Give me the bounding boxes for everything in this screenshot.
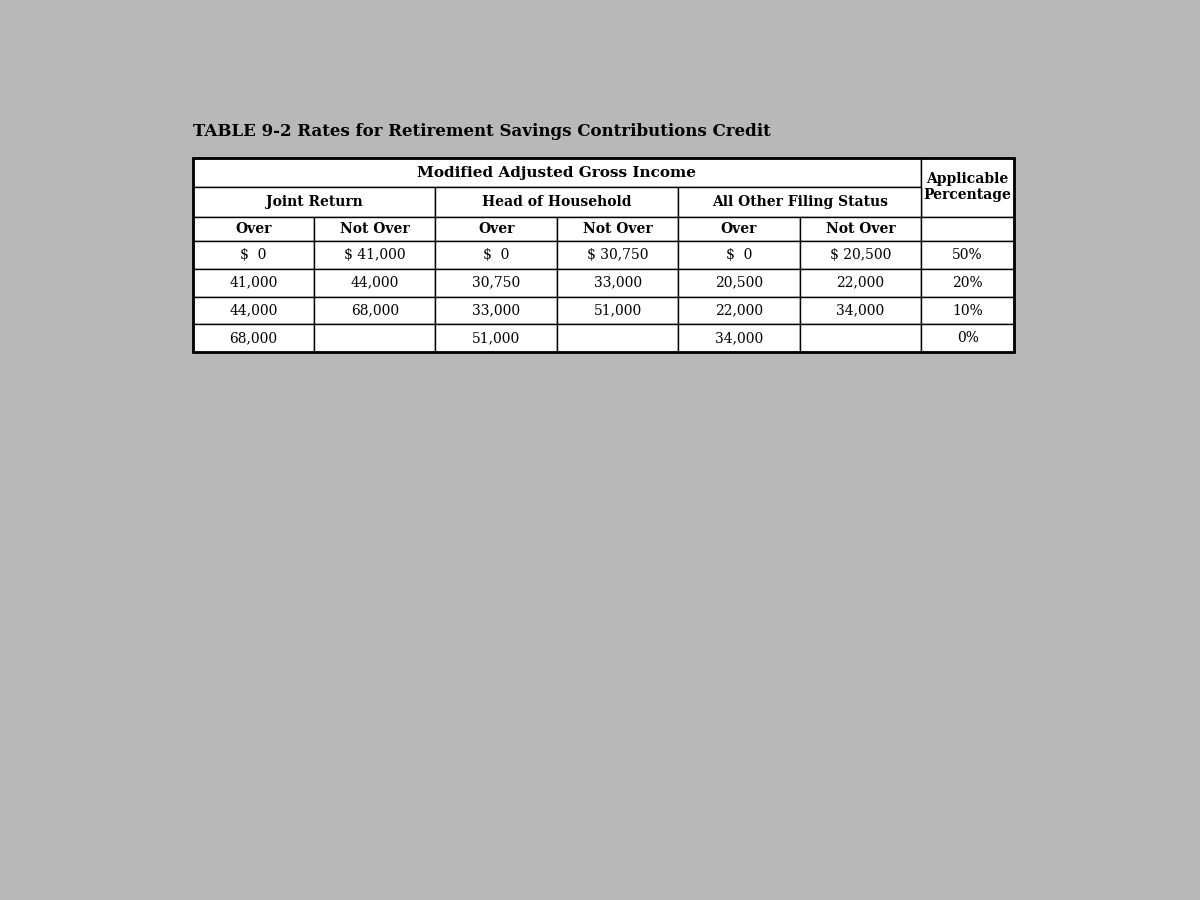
Bar: [799, 269, 922, 297]
Text: 34,000: 34,000: [715, 331, 763, 346]
Bar: [799, 241, 922, 269]
Text: 41,000: 41,000: [229, 275, 277, 290]
Text: 51,000: 51,000: [594, 303, 642, 318]
Bar: [314, 297, 436, 324]
Bar: [678, 187, 922, 217]
Bar: [436, 324, 557, 352]
Bar: [922, 241, 1014, 269]
Text: 51,000: 51,000: [472, 331, 521, 346]
Text: 68,000: 68,000: [350, 303, 398, 318]
Bar: [193, 297, 314, 324]
Bar: [314, 269, 436, 297]
Bar: [193, 269, 314, 297]
Bar: [678, 241, 799, 269]
Text: 20%: 20%: [953, 275, 983, 290]
Bar: [557, 297, 678, 324]
Text: 50%: 50%: [953, 248, 983, 262]
Text: Over: Over: [235, 222, 271, 236]
Bar: [193, 158, 1014, 352]
Text: 30,750: 30,750: [472, 275, 521, 290]
Text: $ 20,500: $ 20,500: [829, 248, 892, 262]
Text: 44,000: 44,000: [229, 303, 277, 318]
Bar: [799, 297, 922, 324]
Text: 0%: 0%: [956, 331, 978, 346]
Text: 34,000: 34,000: [836, 303, 884, 318]
Bar: [922, 269, 1014, 297]
Bar: [678, 324, 799, 352]
Text: Not Over: Not Over: [826, 222, 895, 236]
Bar: [678, 297, 799, 324]
Text: $  0: $ 0: [240, 248, 266, 262]
Bar: [557, 217, 678, 241]
Text: Over: Over: [721, 222, 757, 236]
Bar: [436, 297, 557, 324]
Bar: [678, 217, 799, 241]
Text: Head of Household: Head of Household: [482, 195, 631, 209]
Text: 33,000: 33,000: [472, 303, 521, 318]
Bar: [314, 217, 436, 241]
Text: Joint Return: Joint Return: [265, 195, 362, 209]
Text: Over: Over: [478, 222, 515, 236]
Bar: [436, 187, 678, 217]
Bar: [193, 324, 314, 352]
Bar: [557, 269, 678, 297]
Text: 22,000: 22,000: [715, 303, 763, 318]
Text: $  0: $ 0: [482, 248, 509, 262]
Bar: [314, 324, 436, 352]
Bar: [193, 187, 436, 217]
Bar: [436, 269, 557, 297]
Text: Modified Adjusted Gross Income: Modified Adjusted Gross Income: [418, 166, 696, 180]
Bar: [193, 217, 314, 241]
Text: 68,000: 68,000: [229, 331, 277, 346]
Bar: [436, 241, 557, 269]
Text: TABLE 9-2 Rates for Retirement Savings Contributions Credit: TABLE 9-2 Rates for Retirement Savings C…: [193, 122, 770, 140]
Text: 10%: 10%: [953, 303, 983, 318]
Bar: [314, 241, 436, 269]
Bar: [799, 217, 922, 241]
Text: 20,500: 20,500: [715, 275, 763, 290]
Bar: [193, 241, 314, 269]
Text: 22,000: 22,000: [836, 275, 884, 290]
Text: All Other Filing Status: All Other Filing Status: [712, 195, 888, 209]
Bar: [922, 324, 1014, 352]
Bar: [922, 297, 1014, 324]
Bar: [557, 241, 678, 269]
Bar: [922, 217, 1014, 241]
Bar: [557, 324, 678, 352]
Text: $ 30,750: $ 30,750: [587, 248, 648, 262]
Bar: [922, 158, 1014, 217]
Text: Not Over: Not Over: [583, 222, 653, 236]
Bar: [799, 324, 922, 352]
Bar: [678, 269, 799, 297]
Bar: [193, 158, 922, 187]
Text: $  0: $ 0: [726, 248, 752, 262]
Text: Not Over: Not Over: [340, 222, 409, 236]
Bar: [436, 217, 557, 241]
Text: 44,000: 44,000: [350, 275, 398, 290]
Text: Applicable
Percentage: Applicable Percentage: [924, 172, 1012, 202]
Text: $ 41,000: $ 41,000: [344, 248, 406, 262]
Text: 33,000: 33,000: [594, 275, 642, 290]
